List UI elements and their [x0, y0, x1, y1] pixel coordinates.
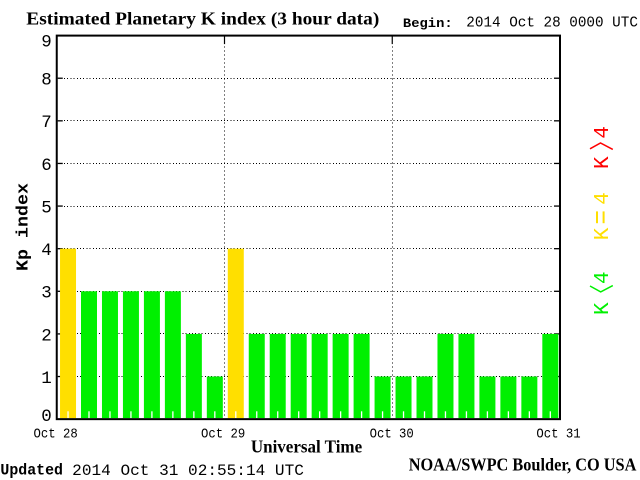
svg-text:4: 4 [41, 241, 52, 261]
svg-text:Oct 30: Oct 30 [370, 428, 414, 443]
svg-text:Kp index: Kp index [15, 183, 34, 271]
svg-text:K: K [592, 227, 615, 240]
svg-text:Estimated Planetary K index (3: Estimated Planetary K index (3 hour data… [26, 9, 379, 30]
svg-text:2014 Oct 31 02:55:14 UTC: 2014 Oct 31 02:55:14 UTC [72, 462, 304, 480]
svg-text:2014 Oct 28 0000 UTC: 2014 Oct 28 0000 UTC [466, 14, 638, 31]
svg-text:7: 7 [41, 113, 52, 133]
svg-text:Begin:: Begin: [403, 16, 453, 31]
svg-text:Universal Time: Universal Time [251, 437, 362, 457]
svg-text:4: 4 [592, 271, 615, 284]
svg-text:9: 9 [41, 33, 52, 53]
svg-text:6: 6 [41, 156, 52, 176]
svg-text:4: 4 [592, 192, 615, 205]
svg-text:8: 8 [41, 71, 52, 91]
svg-text:2: 2 [41, 326, 52, 346]
svg-text:Oct 31: Oct 31 [536, 428, 580, 443]
svg-text:3: 3 [41, 284, 52, 304]
svg-text:0: 0 [41, 407, 52, 427]
svg-text:Updated: Updated [0, 462, 63, 480]
svg-text:K: K [592, 302, 615, 315]
svg-text:5: 5 [41, 198, 52, 218]
svg-text:Oct 29: Oct 29 [201, 428, 245, 443]
svg-text:Oct 28: Oct 28 [34, 428, 78, 443]
svg-text:1: 1 [41, 369, 52, 389]
svg-text:K: K [592, 156, 615, 169]
svg-text:4: 4 [592, 126, 615, 139]
svg-text:NOAA/SWPC Boulder, CO USA: NOAA/SWPC Boulder, CO USA [409, 455, 637, 475]
